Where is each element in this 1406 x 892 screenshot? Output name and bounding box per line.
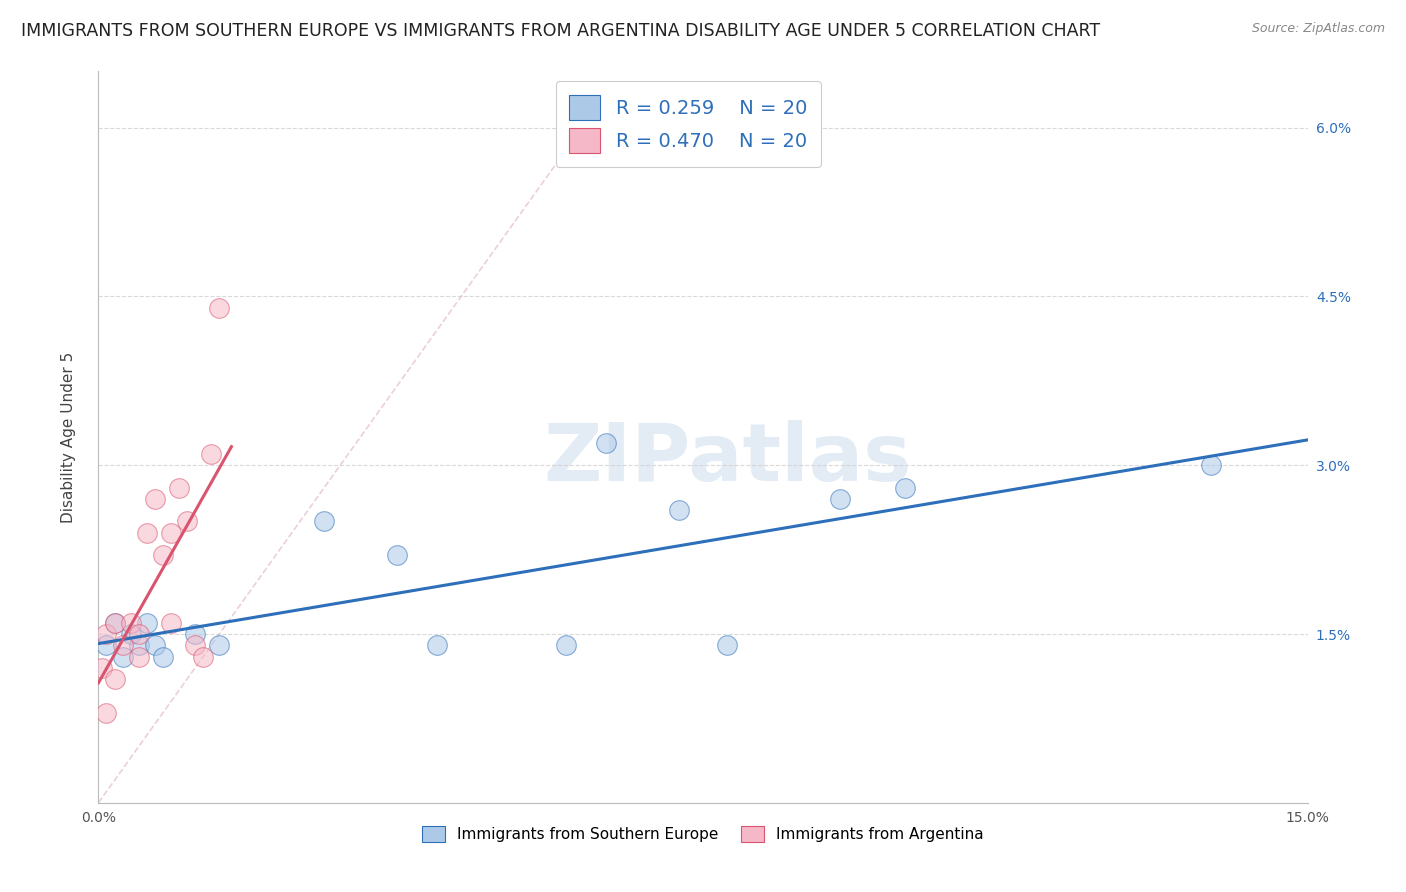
- Point: [152, 649, 174, 664]
- Y-axis label: Disability Age Under 5: Disability Age Under 5: [62, 351, 76, 523]
- Point: [96, 638, 118, 652]
- Point: [893, 481, 915, 495]
- Point: [96, 706, 118, 720]
- Point: [128, 638, 150, 652]
- Legend: Immigrants from Southern Europe, Immigrants from Argentina: Immigrants from Southern Europe, Immigra…: [415, 818, 991, 850]
- Point: [184, 638, 207, 652]
- Point: [208, 301, 231, 315]
- Point: [111, 649, 134, 664]
- Text: IMMIGRANTS FROM SOUTHERN EUROPE VS IMMIGRANTS FROM ARGENTINA DISABILITY AGE UNDE: IMMIGRANTS FROM SOUTHERN EUROPE VS IMMIG…: [21, 22, 1101, 40]
- Point: [176, 515, 198, 529]
- Point: [103, 615, 125, 630]
- Point: [555, 638, 578, 652]
- Point: [120, 615, 142, 630]
- Point: [120, 627, 142, 641]
- Text: ZIPatlas: ZIPatlas: [543, 420, 911, 498]
- Text: Source: ZipAtlas.com: Source: ZipAtlas.com: [1251, 22, 1385, 36]
- Point: [135, 525, 157, 540]
- Point: [828, 491, 851, 506]
- Point: [111, 638, 134, 652]
- Point: [314, 515, 336, 529]
- Point: [143, 491, 166, 506]
- Point: [193, 649, 215, 664]
- Point: [103, 615, 125, 630]
- Point: [668, 503, 690, 517]
- Point: [385, 548, 408, 562]
- Point: [595, 435, 617, 450]
- Point: [160, 615, 183, 630]
- Point: [716, 638, 738, 652]
- Point: [96, 627, 118, 641]
- Point: [128, 649, 150, 664]
- Point: [200, 447, 222, 461]
- Point: [91, 661, 114, 675]
- Point: [103, 672, 125, 686]
- Point: [135, 615, 157, 630]
- Point: [167, 481, 190, 495]
- Point: [208, 638, 231, 652]
- Point: [143, 638, 166, 652]
- Point: [160, 525, 183, 540]
- Point: [184, 627, 207, 641]
- Point: [128, 627, 150, 641]
- Point: [152, 548, 174, 562]
- Point: [426, 638, 449, 652]
- Point: [1199, 458, 1222, 473]
